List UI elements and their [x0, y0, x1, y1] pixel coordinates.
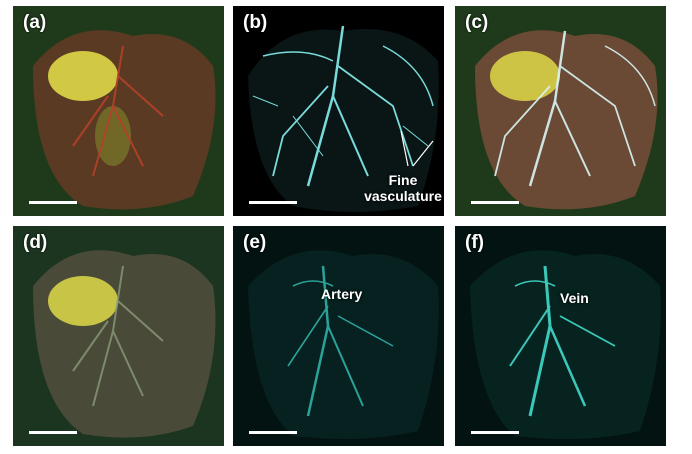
panel-b: (b) Fine vasculature — [233, 6, 444, 216]
panel-f-label: (f) — [465, 232, 484, 253]
panel-e-scale-bar — [249, 431, 297, 434]
panel-c-image — [455, 6, 666, 216]
panel-a-scale-bar — [29, 201, 77, 204]
panel-c-scale-bar — [471, 201, 519, 204]
panel-d-label: (d) — [23, 232, 48, 253]
panel-d: (d) — [13, 226, 224, 446]
panel-f-scale-bar — [471, 431, 519, 434]
panel-e-label: (e) — [243, 232, 267, 253]
panel-e: (e) Artery — [233, 226, 444, 446]
vein-label: Vein — [560, 290, 589, 306]
fine-vasculature-line1: Fine — [388, 172, 418, 188]
panel-b-image — [233, 6, 444, 216]
panel-d-scale-bar — [29, 431, 77, 434]
fine-vasculature-line2: vasculature — [364, 188, 442, 204]
panel-d-image — [13, 226, 224, 446]
panel-a: (a) — [13, 6, 224, 216]
artery-label: Artery — [321, 286, 363, 302]
panel-f: (f) Vein — [455, 226, 666, 446]
panel-c-label: (c) — [465, 12, 489, 33]
panel-a-image — [13, 6, 224, 216]
panel-e-image — [233, 226, 444, 446]
fine-vasculature-label: Fine vasculature — [363, 172, 443, 204]
panel-f-image — [455, 226, 666, 446]
panel-b-label: (b) — [243, 12, 268, 33]
panel-c: (c) — [455, 6, 666, 216]
panel-b-scale-bar — [249, 201, 297, 204]
panel-a-label: (a) — [23, 12, 47, 33]
